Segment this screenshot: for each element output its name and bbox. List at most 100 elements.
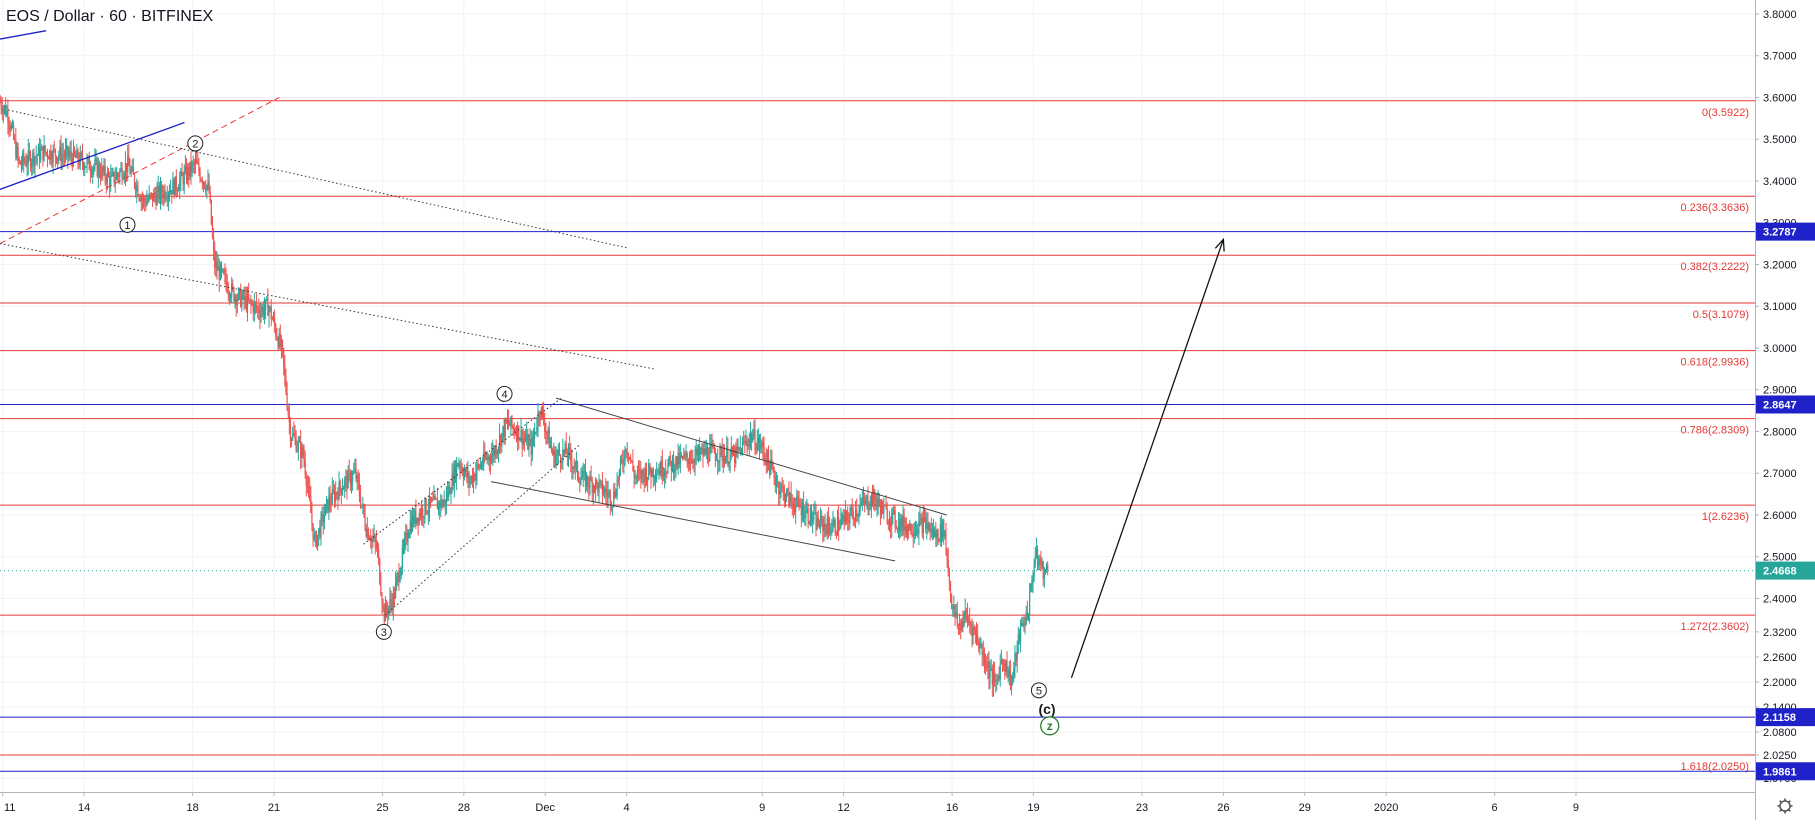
candle-body: [696, 448, 698, 455]
candle-body: [79, 152, 81, 165]
candle-body: [791, 501, 793, 504]
candle-body: [471, 476, 474, 484]
candle-body: [643, 473, 645, 483]
candle-body: [300, 441, 302, 459]
candle-body: [131, 166, 133, 171]
candle-body: [867, 496, 869, 509]
candle-body: [767, 450, 770, 463]
candle-body: [887, 523, 889, 525]
candle-body: [910, 523, 912, 534]
trend-line[interactable]: [384, 443, 581, 616]
candle-body: [711, 444, 713, 447]
candle-body: [271, 319, 273, 321]
candle-body: [336, 492, 338, 495]
time-axis-tick-label: 12: [837, 802, 849, 814]
candle-body: [1009, 669, 1012, 687]
candle-body: [235, 296, 237, 305]
candle-body: [179, 180, 181, 191]
candle-body: [393, 592, 396, 599]
candle-body: [981, 643, 983, 655]
horizontal-levels-layer[interactable]: [0, 231, 1755, 772]
candle-body: [870, 495, 872, 507]
trend-line[interactable]: [363, 397, 562, 545]
candle-body: [683, 454, 685, 459]
candle-body: [816, 517, 818, 530]
candle-body: [265, 299, 267, 309]
trend-lines-layer[interactable]: [0, 30, 1225, 679]
candle-body: [642, 469, 644, 474]
candle-body: [5, 105, 7, 116]
candle-body: [43, 145, 45, 160]
candle-body: [277, 339, 279, 348]
candle-body: [491, 455, 493, 463]
candle-body: [128, 155, 130, 167]
candle-body: [15, 139, 17, 158]
candle-body: [252, 303, 254, 313]
candle-body: [248, 294, 250, 300]
candle-body: [762, 441, 764, 449]
trend-line[interactable]: [0, 30, 47, 40]
time-axis[interactable]: 11 14 18 21 25 28 Dec 4 9 12 16 19 23 26 29 2020 6 9: [0, 792, 1755, 820]
fib-retracement-layer[interactable]: 0(3.5922) 0.236(3.3636) 0.382(3.2222) 0.5(3…: [0, 100, 1755, 773]
candle-body: [623, 462, 625, 464]
symbol-title[interactable]: EOS / Dollar · 60 · BITFINEX: [4, 8, 216, 26]
candle-body: [468, 472, 470, 484]
candle-body: [34, 157, 36, 166]
candle-body: [279, 333, 281, 347]
candle-body: [253, 302, 255, 313]
trend-line[interactable]: [0, 121, 185, 190]
candle-body: [598, 481, 600, 493]
candle-body: [399, 575, 401, 582]
candle-body: [656, 473, 658, 479]
candle-body: [956, 612, 958, 625]
candle-body: [57, 157, 59, 162]
candle-body: [886, 508, 888, 524]
candle-body: [660, 460, 662, 475]
candle-body: [958, 623, 961, 626]
candle-body: [163, 189, 165, 199]
candle-body: [389, 599, 391, 607]
candle-body: [658, 470, 660, 474]
candle-body: [189, 161, 191, 177]
trend-line[interactable]: [555, 397, 947, 516]
candle-body: [503, 426, 505, 438]
price-axis-tick-label: 2.0800: [1763, 727, 1797, 739]
candle-body: [511, 416, 513, 427]
candle-body: [545, 431, 547, 433]
candle-body: [23, 153, 25, 162]
candle-body: [73, 148, 76, 155]
forecast-arrow-line[interactable]: [1070, 239, 1224, 679]
candle-body: [476, 464, 478, 473]
candle-body: [633, 469, 635, 479]
candle-body: [158, 185, 160, 199]
candle-body: [376, 547, 379, 550]
candle-body: [644, 468, 646, 483]
candle-body: [284, 364, 286, 376]
candle-body: [546, 431, 548, 434]
candle-body: [287, 408, 289, 415]
settings-button-bg[interactable]: [1756, 793, 1815, 820]
candle-body: [426, 512, 428, 514]
trend-line[interactable]: [0, 97, 280, 245]
candle-body: [136, 185, 138, 192]
candle-body: [520, 429, 522, 439]
candle-body: [579, 480, 581, 485]
trend-line[interactable]: [490, 481, 896, 562]
candle-body: [873, 489, 875, 506]
candle-body: [3, 105, 6, 109]
candle-body: [931, 528, 934, 531]
price-axis-tick-label: 2.7000: [1763, 468, 1797, 480]
trend-line[interactable]: [0, 243, 654, 370]
candle-body: [662, 476, 665, 478]
settings-button[interactable]: [1756, 793, 1815, 820]
candle-body: [305, 474, 307, 486]
candle-body: [1014, 653, 1016, 669]
candle-body: [825, 527, 827, 535]
candle-body: [149, 193, 151, 195]
candle-body: [327, 499, 329, 512]
candle-body: [673, 458, 675, 473]
trend-line[interactable]: [8, 109, 627, 249]
candle-body: [842, 515, 844, 519]
